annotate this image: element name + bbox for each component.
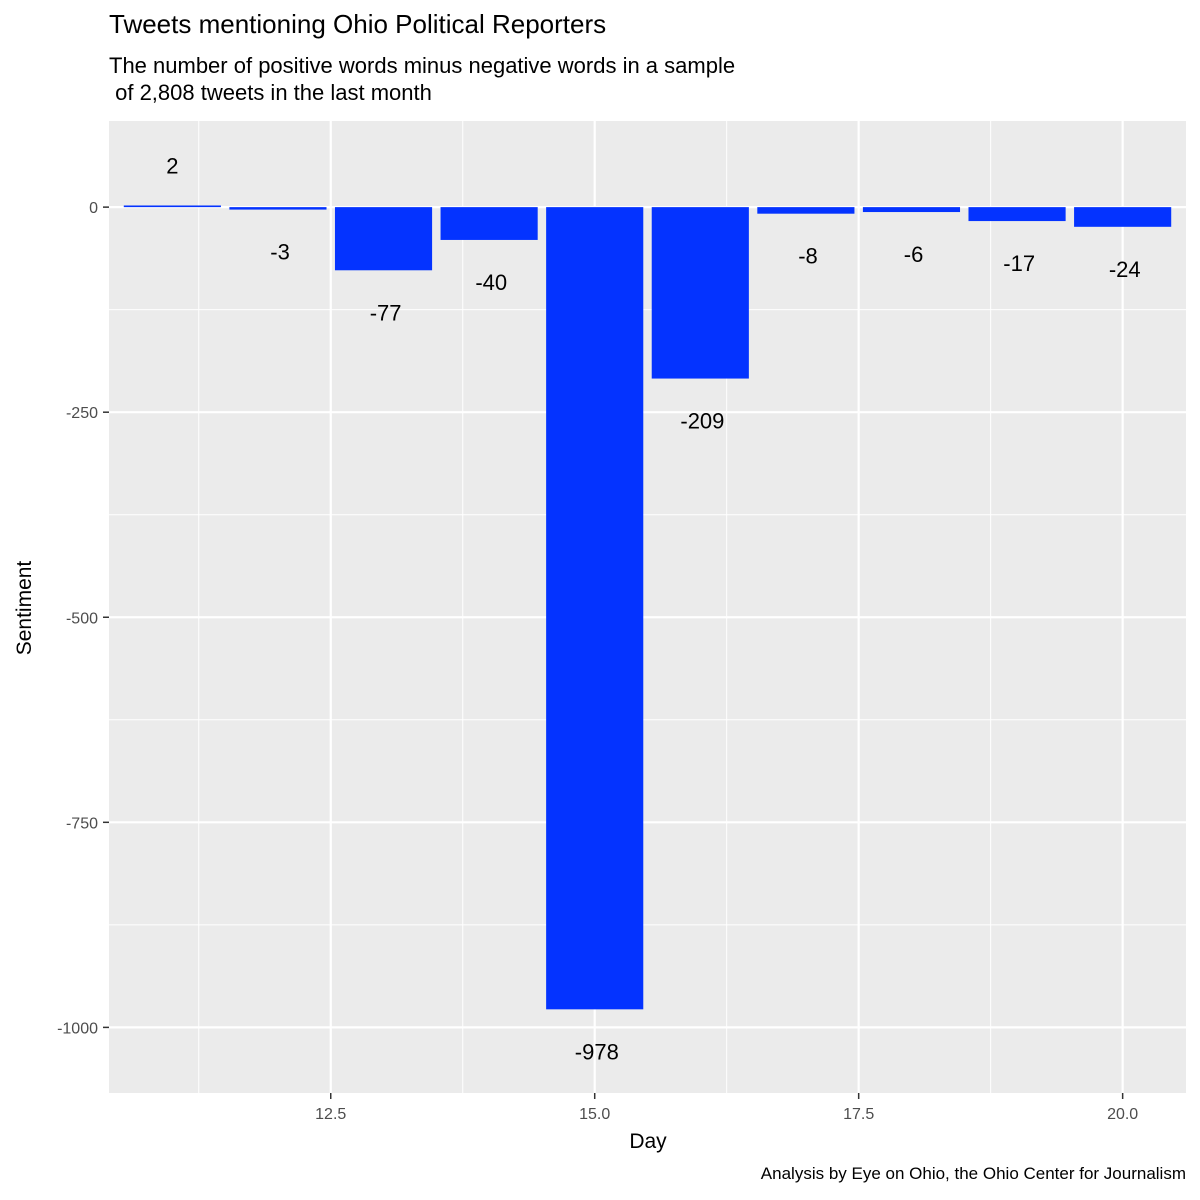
bar (334, 207, 433, 271)
x-tick-label: 17.5 (843, 1106, 874, 1123)
x-axis-title: Day (629, 1130, 667, 1153)
bar (1074, 207, 1172, 227)
chart-caption: Analysis by Eye on Ohio, the Ohio Center… (760, 1164, 1186, 1183)
plot-panel (109, 121, 1186, 1093)
x-tick-label: 12.5 (315, 1106, 346, 1123)
bar (651, 207, 749, 379)
bars (123, 205, 1172, 1010)
y-tick-label: -1000 (57, 1020, 98, 1037)
bar-value-label: -3 (270, 240, 290, 265)
chart-subtitle: The number of positive words minus negat… (109, 53, 736, 105)
y-tick-label: -250 (66, 405, 98, 422)
y-tick-label: -750 (66, 815, 98, 832)
y-tick-label: -500 (66, 610, 98, 627)
bar (229, 207, 327, 210)
bar-value-label: -209 (680, 409, 724, 434)
bar (757, 207, 855, 214)
x-tick-label: 15.0 (579, 1106, 610, 1123)
y-tick-label: 0 (89, 200, 98, 217)
y-axis-title: Sentiment (13, 561, 36, 656)
bar-value-label: -978 (575, 1039, 619, 1064)
data-labels: 2 -3 -77 -40 -978 -209 -8 -6 -17 -24 (166, 153, 1140, 1064)
chart-title: Tweets mentioning Ohio Political Reporte… (109, 9, 607, 39)
bar-value-label: -17 (1003, 251, 1035, 276)
bar-value-label: -24 (1109, 257, 1141, 282)
bar-value-label: -40 (475, 270, 507, 295)
panel-background (109, 121, 1186, 1093)
bar-value-label: 2 (166, 153, 178, 178)
bar (968, 207, 1066, 222)
bar-value-label: -8 (798, 244, 818, 269)
bar (440, 207, 538, 240)
bar (546, 207, 644, 1010)
bar (123, 205, 221, 208)
bar-value-label: -77 (370, 300, 402, 325)
axes: 12.5 15.0 17.5 20.0 0 -250 -500 -750 -1000 (57, 200, 1138, 1123)
x-tick-label: 20.0 (1107, 1106, 1138, 1123)
bar (862, 207, 961, 213)
bar-value-label: -6 (904, 242, 924, 267)
